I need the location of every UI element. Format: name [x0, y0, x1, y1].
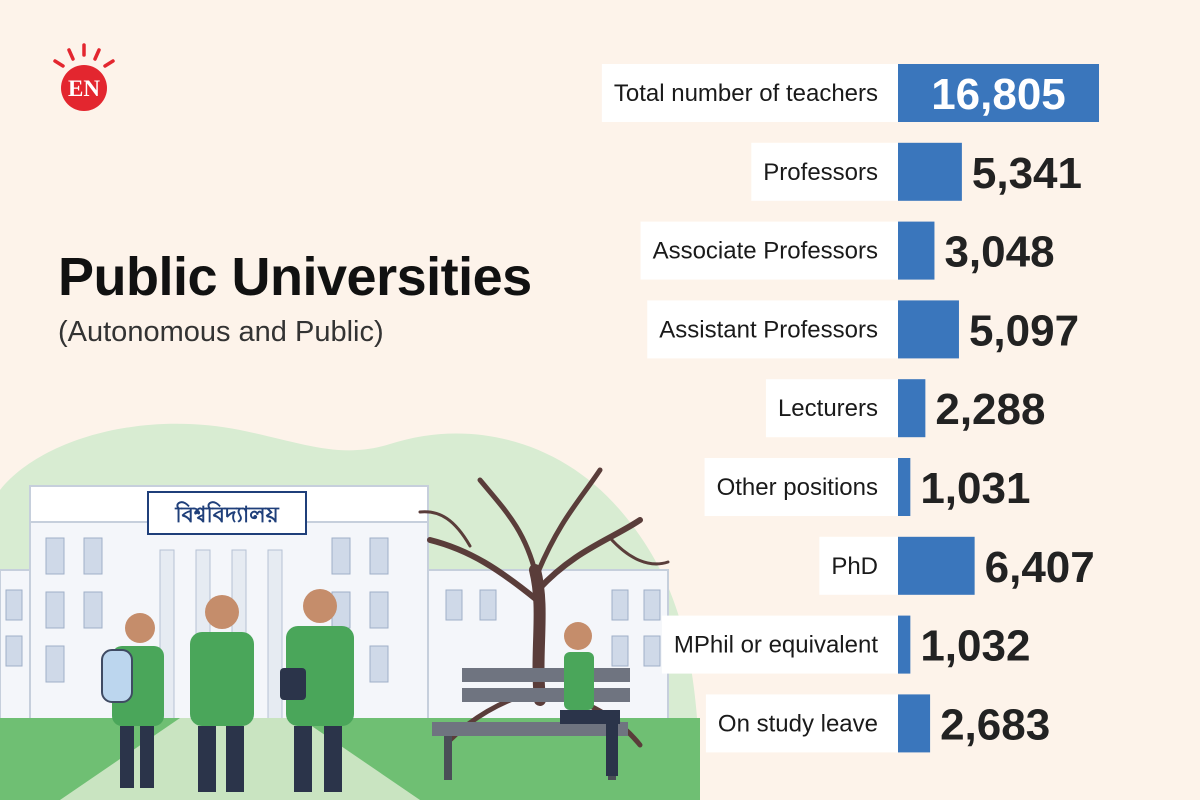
- value-label: 5,097: [969, 306, 1079, 355]
- category-label-box: [601, 64, 898, 122]
- value-label: 1,031: [920, 464, 1030, 513]
- student-1: [101, 613, 164, 788]
- bar: [898, 300, 959, 359]
- value-label: 2,288: [935, 385, 1045, 434]
- bar: [898, 536, 975, 595]
- category-label: Other positions: [717, 474, 878, 501]
- bar: [898, 64, 1099, 122]
- chart-row: Assistant Professors 5,097: [647, 300, 1079, 359]
- value-label: 1,032: [920, 622, 1030, 671]
- category-label-box: [751, 142, 898, 201]
- chart-row: MPhil or equivalent 1,032: [661, 615, 1030, 674]
- bar: [898, 615, 911, 674]
- chart-row: Total number of teachers 16,805: [601, 64, 1099, 122]
- page-subtitle: (Autonomous and Public): [58, 316, 384, 348]
- chart-row: Lecturers 2,288: [765, 379, 1045, 438]
- bar: [898, 694, 931, 753]
- logo-circle: [61, 65, 107, 111]
- chart-row: Associate Professors 3,048: [640, 221, 1055, 280]
- category-label-box: [705, 694, 898, 753]
- bar: [898, 379, 926, 438]
- category-label-box: [819, 536, 898, 595]
- chart-row: PhD 6,407: [819, 536, 1095, 595]
- category-label: Associate Professors: [653, 238, 878, 265]
- category-label-box: [661, 615, 898, 674]
- category-label-box: [640, 221, 898, 280]
- student-2: [190, 595, 254, 792]
- category-label: PhD: [831, 553, 878, 580]
- brand-logo: EN: [53, 43, 115, 111]
- student-3: [280, 589, 354, 792]
- category-label-box: [704, 458, 898, 516]
- logo-rays: [53, 43, 115, 68]
- chart-row: On study leave 2,683: [705, 694, 1050, 753]
- category-label: On study leave: [718, 710, 878, 737]
- value-label: 3,048: [944, 228, 1054, 277]
- logo-text: EN: [68, 76, 100, 101]
- bar: [898, 458, 911, 516]
- value-label: 16,805: [931, 70, 1066, 119]
- building-sign-text: বিশ্ববিদ্যালয়: [174, 501, 279, 528]
- campus-illustration: বিশ্ববিদ্যালয়: [0, 423, 700, 800]
- value-label: 6,407: [985, 543, 1095, 592]
- chart-row: Other positions 1,031: [704, 458, 1030, 516]
- category-label: Professors: [763, 159, 878, 186]
- category-label: Total number of teachers: [614, 80, 878, 107]
- category-label-box: [765, 379, 898, 438]
- category-label: MPhil or equivalent: [674, 632, 878, 659]
- value-label: 5,341: [972, 149, 1082, 198]
- page-title: Public Universities: [58, 247, 532, 307]
- category-label: Lecturers: [778, 395, 878, 422]
- value-label: 2,683: [940, 700, 1050, 749]
- student-sitting: [560, 622, 620, 776]
- category-label: Assistant Professors: [659, 316, 878, 343]
- chart-row: Professors 5,341: [751, 142, 1082, 201]
- bar: [898, 142, 962, 201]
- bar: [898, 221, 935, 280]
- category-label-box: [647, 300, 898, 359]
